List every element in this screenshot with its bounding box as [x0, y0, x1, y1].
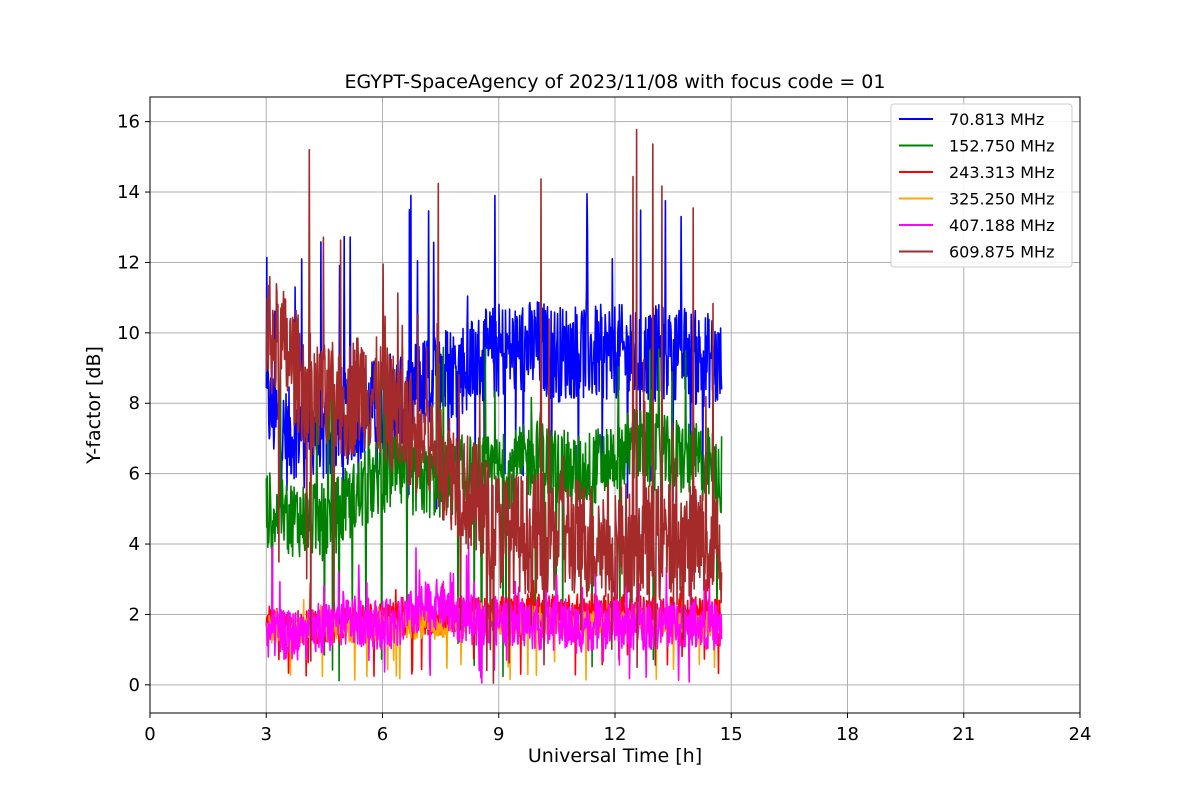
chart-title: EGYPT-SpaceAgency of 2023/11/08 with foc… — [345, 71, 886, 93]
y-tick-label: 10 — [117, 323, 140, 344]
y-tick-label: 16 — [117, 112, 140, 133]
y-tick-label: 14 — [117, 182, 140, 203]
series-line — [265, 326, 723, 682]
y-tick-label: 2 — [129, 604, 140, 625]
series-line — [265, 128, 723, 684]
x-tick-label: 24 — [1069, 724, 1092, 745]
x-tick-label: 3 — [261, 724, 272, 745]
series-layer — [265, 128, 723, 684]
legend-entry: 70.813 MHz — [949, 110, 1044, 129]
x-tick-label: 21 — [952, 724, 975, 745]
legend: 70.813 MHz 152.750 MHz 243.313 MHz 325.250 … — [890, 103, 1073, 268]
legend-entry: 609.875 MHz — [949, 243, 1054, 262]
series-line — [265, 193, 723, 510]
y-tick-label: 0 — [129, 675, 140, 696]
x-tick-label: 9 — [493, 724, 504, 745]
x-tick-label: 0 — [144, 724, 155, 745]
x-tick-label: 18 — [836, 724, 859, 745]
legend-box — [890, 103, 1073, 268]
legend-entry: 407.188 MHz — [949, 216, 1054, 235]
legend-entry: 243.313 MHz — [949, 163, 1054, 182]
legend-entry: 152.750 MHz — [949, 137, 1054, 156]
x-tick-label: 15 — [720, 724, 743, 745]
y-tick-label: 12 — [117, 252, 140, 273]
y-tick-label: 8 — [129, 393, 140, 414]
x-tick-label: 6 — [377, 724, 388, 745]
y-tick-label: 6 — [129, 464, 140, 485]
y-tick-label: 4 — [129, 534, 140, 555]
y-axis-label: Y-factor [dB] — [83, 346, 105, 465]
x-tick-label: 12 — [604, 724, 627, 745]
legend-entry: 325.250 MHz — [949, 190, 1054, 209]
x-axis-label: Universal Time [h] — [528, 745, 702, 767]
